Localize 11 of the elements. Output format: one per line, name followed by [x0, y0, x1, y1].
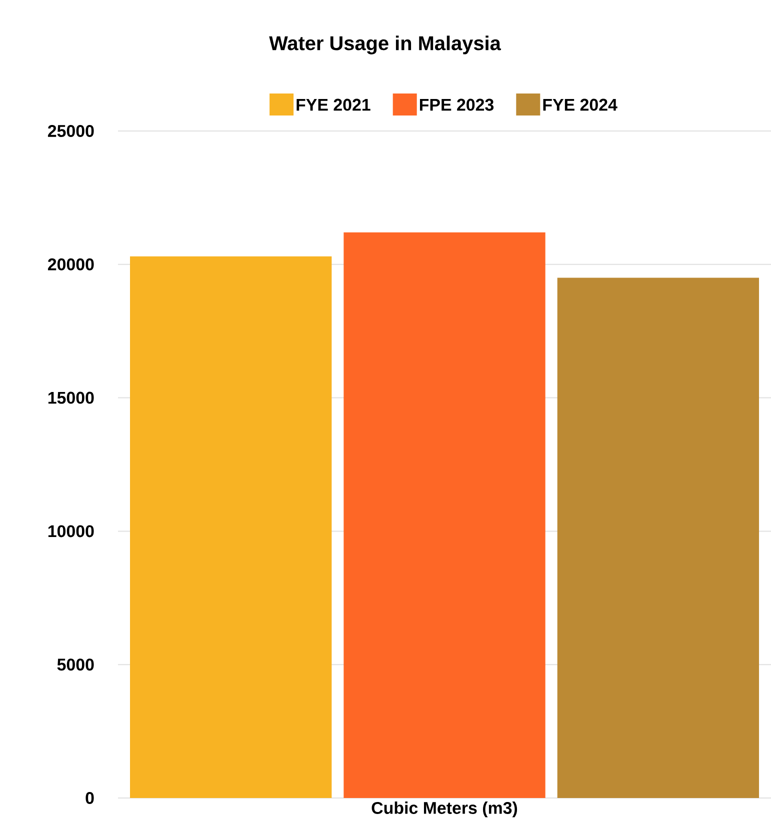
y-tick-label: 0	[86, 792, 94, 804]
legend-label: FPE 2023	[420, 98, 494, 111]
chart-title: Water Usage in Malaysia	[269, 36, 502, 54]
legend-label: FYE 2024	[543, 98, 618, 111]
y-tick-label: 15000	[48, 392, 94, 404]
y-tick-label: 25000	[48, 124, 94, 137]
y-tick-label: 5000	[57, 658, 94, 671]
y-tick-label: 20000	[48, 258, 94, 270]
legend-label: FYE 2021	[296, 98, 370, 111]
x-tick-label: Cubic Meters (m3)	[372, 802, 518, 818]
y-tick-label: 10000	[48, 525, 94, 538]
